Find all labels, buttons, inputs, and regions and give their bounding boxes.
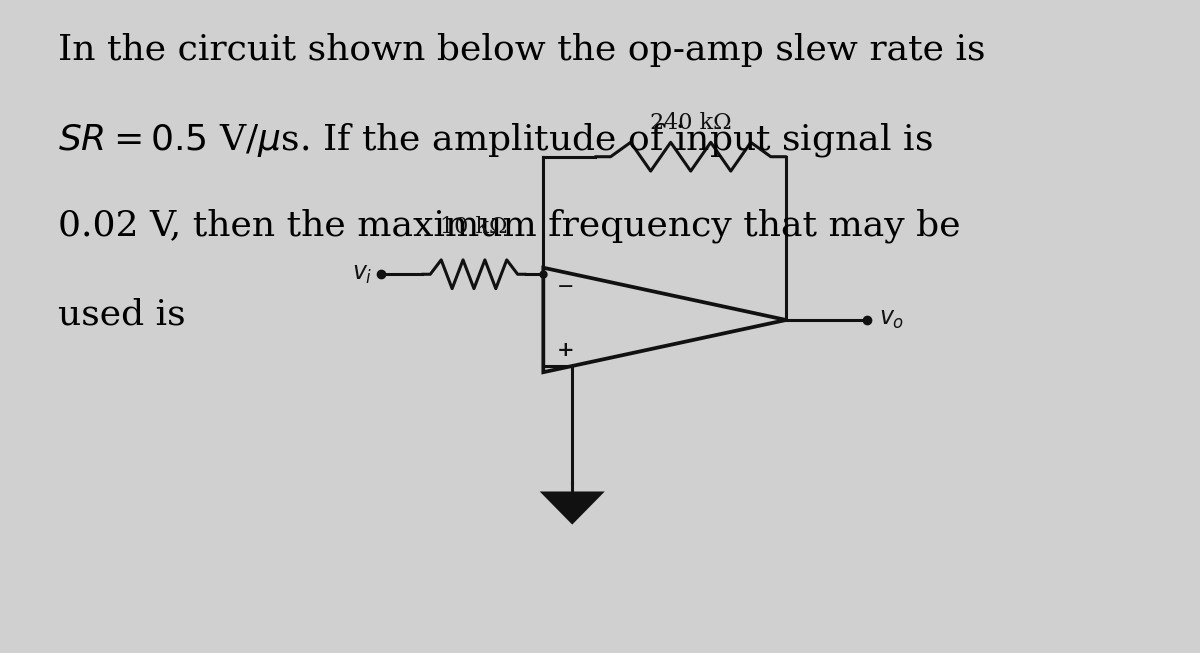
Text: $v_i$: $v_i$: [352, 263, 372, 286]
Text: $\mathit{SR} = 0.5$ V/$\mu$s. If the amplitude of input signal is: $\mathit{SR} = 0.5$ V/$\mu$s. If the amp…: [58, 121, 932, 159]
Text: +: +: [557, 340, 575, 360]
Text: 10 kΩ: 10 kΩ: [440, 216, 508, 238]
Text: 0.02 V, then the maximum frequency that may be: 0.02 V, then the maximum frequency that …: [58, 209, 960, 244]
Text: 240 kΩ: 240 kΩ: [650, 112, 732, 134]
Text: $v_o$: $v_o$: [878, 308, 904, 332]
Text: In the circuit shown below the op-amp slew rate is: In the circuit shown below the op-amp sl…: [58, 33, 985, 67]
Polygon shape: [544, 493, 601, 522]
Text: −: −: [557, 278, 575, 296]
Text: used is: used is: [58, 297, 186, 331]
